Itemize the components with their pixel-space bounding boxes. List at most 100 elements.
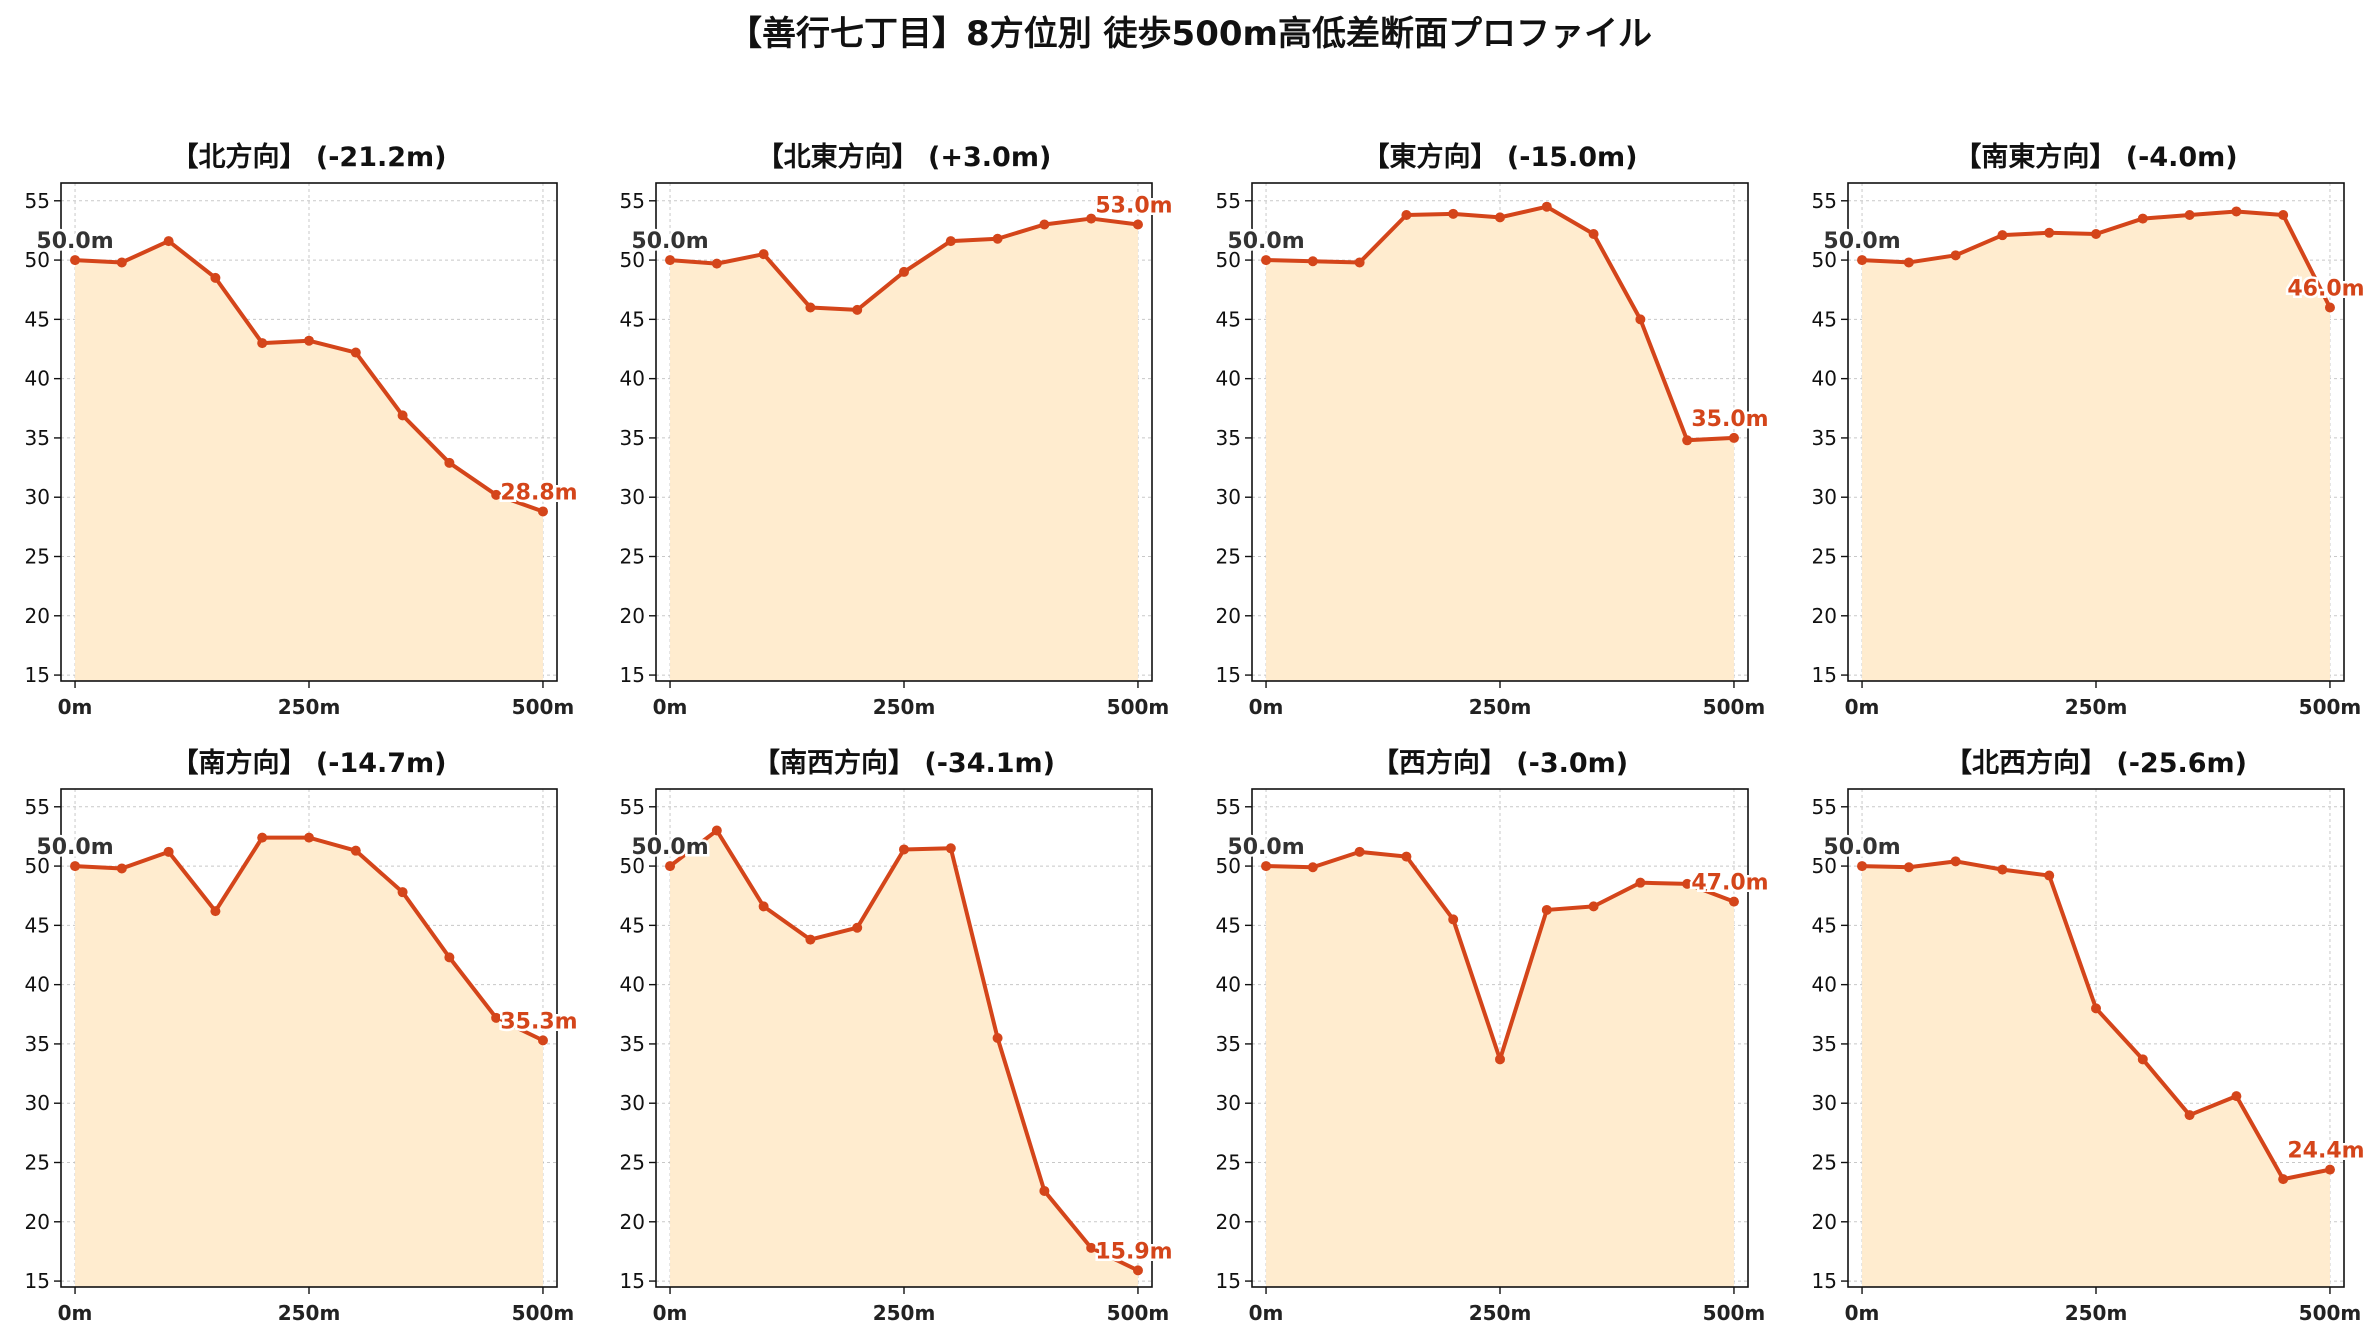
data-point [397,887,408,898]
data-point [1857,255,1868,266]
data-point [665,255,676,266]
data-point [1682,878,1693,889]
y-tick-label: 40 [1812,973,1837,997]
y-tick-label: 50 [25,248,50,272]
x-tick-label: 0m [58,1301,93,1325]
y-tick-label: 30 [25,1091,50,1115]
y-tick-label: 30 [620,1091,645,1115]
y-tick-label: 15 [620,663,645,687]
subplot-title: 【東方向】 (-15.0m) [1362,141,1637,173]
y-tick-label: 45 [1812,913,1837,937]
y-tick-label: 25 [1216,545,1241,569]
y-tick-label: 55 [1216,189,1241,213]
y-tick-label: 25 [1812,1151,1837,1175]
data-point [711,825,722,836]
data-point [444,457,455,468]
start-elevation-label: 50.0m [1227,835,1304,860]
x-tick-label: 0m [1845,1301,1880,1325]
y-tick-label: 15 [1812,1269,1837,1293]
subplot-0: 15 20 25 30 35 40 45 50 55 0m 250m 500m 【北方向】 (-21.2… [25,141,581,719]
data-point [397,410,408,421]
data-point [1588,228,1599,239]
y-tick-label: 55 [1812,189,1837,213]
y-tick-label: 40 [620,973,645,997]
y-tick-label: 50 [620,854,645,878]
data-point [805,934,816,945]
data-point [899,266,909,277]
data-point [1307,862,1318,873]
subplot-4: 15 20 25 30 35 40 45 50 55 0m 250m 500m 【南方向】 (-14.7… [25,747,581,1325]
x-tick-label: 0m [653,1301,688,1325]
y-tick-label: 20 [620,604,645,628]
data-point [350,347,361,358]
data-point [2278,1174,2289,1185]
y-tick-label: 40 [1812,367,1837,391]
data-point [1086,1242,1097,1253]
subplot-title: 【北西方向】 (-25.6m) [1945,747,2247,779]
y-tick-label: 25 [1812,545,1837,569]
data-point [70,255,81,266]
data-point [537,506,548,517]
data-point [1997,864,2008,875]
y-tick-label: 15 [620,1269,645,1293]
data-point [1950,856,1961,867]
y-tick-label: 35 [1216,426,1241,450]
data-point [2324,302,2335,313]
data-point [2231,206,2242,217]
data-point [1903,257,1914,268]
data-point [1261,861,1272,872]
data-point [304,832,314,843]
data-point [491,1012,502,1023]
y-tick-label: 45 [1216,307,1241,331]
data-point [945,843,956,854]
data-point [992,1033,1003,1043]
data-point [116,257,127,268]
data-point [1541,201,1552,212]
subplot-title: 【西方向】 (-3.0m) [1372,747,1628,779]
y-tick-label: 40 [1216,973,1241,997]
y-tick-label: 30 [1812,485,1837,509]
y-tick-label: 55 [620,189,645,213]
x-tick-label: 0m [1845,695,1880,719]
elevation-area [670,218,1138,682]
x-tick-label: 500m [1703,1301,1766,1325]
x-tick-label: 500m [2299,695,2362,719]
y-tick-label: 45 [25,913,50,937]
data-point [1307,256,1318,267]
data-point [1448,914,1459,925]
y-tick-label: 35 [25,426,50,450]
y-tick-label: 20 [1812,604,1837,628]
data-point [1354,257,1365,268]
elevation-area [1862,861,2330,1287]
data-point [945,236,956,247]
y-tick-label: 50 [1812,248,1837,272]
y-tick-label: 55 [25,795,50,819]
data-point [2324,1164,2335,1175]
x-tick-label: 500m [512,1301,575,1325]
data-point [899,844,909,855]
data-point [1682,435,1693,446]
subplot-title: 【南西方向】 (-34.1m) [753,747,1055,779]
data-point [257,338,268,349]
x-tick-label: 500m [1703,695,1766,719]
data-point [2091,228,2101,239]
x-tick-label: 250m [278,1301,341,1325]
y-tick-label: 55 [25,189,50,213]
subplot-title: 【南方向】 (-14.7m) [171,747,446,779]
elevation-area [1862,211,2330,681]
y-tick-label: 35 [1216,1032,1241,1056]
y-tick-label: 15 [25,1269,50,1293]
y-tick-label: 50 [620,248,645,272]
data-point [257,832,268,843]
data-point [1495,212,1505,223]
y-tick-label: 40 [25,973,50,997]
data-point [852,304,863,315]
end-elevation-label: 47.0m [1691,871,1768,896]
data-point [1950,250,1961,261]
y-tick-label: 20 [25,604,50,628]
data-point [711,258,722,269]
x-tick-label: 0m [1249,695,1284,719]
y-tick-label: 40 [620,367,645,391]
